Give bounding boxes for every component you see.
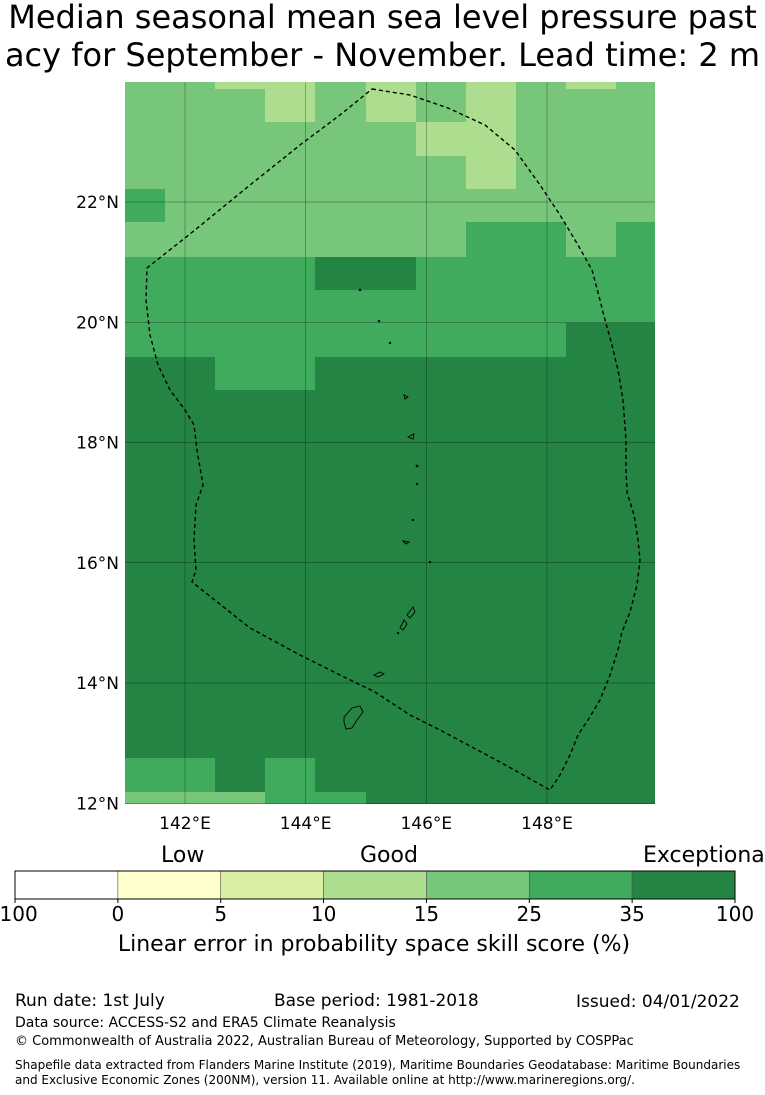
- skill-cell: [416, 257, 566, 290]
- island-tinian: [399, 619, 408, 631]
- islands: [343, 288, 432, 730]
- eez-boundary: [145, 88, 641, 791]
- lat-label: 20°N: [76, 313, 119, 333]
- skill-cell: [265, 82, 315, 122]
- island-small-6: [411, 518, 415, 522]
- island-small-4: [415, 464, 419, 468]
- colorbar-tick-label: 100: [716, 902, 754, 926]
- island-small-3: [388, 341, 392, 345]
- lat-label: 16°N: [76, 554, 119, 574]
- base-period: Base period: 1981-2018: [274, 991, 479, 1011]
- island-small-7: [428, 560, 432, 564]
- skill-cell: [566, 82, 616, 89]
- skill-cell: [616, 82, 655, 89]
- island-anatahan: [401, 540, 411, 545]
- shapefile-credit-line-1: Shapefile data extracted from Flanders M…: [15, 1058, 741, 1072]
- colorbar-tick-label: 35: [619, 902, 644, 926]
- skill-cell: [125, 257, 315, 357]
- colorbar-word-good: Good: [360, 843, 418, 868]
- lon-label: 148°E: [521, 814, 573, 834]
- colorbar-tick-label: 15: [414, 902, 439, 926]
- eez-boundary-line: [145, 88, 641, 791]
- run-date: Run date: 1st July: [15, 991, 165, 1011]
- title-line-2: acy for September - November. Lead time:…: [4, 36, 761, 74]
- skill-cell: [265, 758, 315, 804]
- lat-label: 18°N: [76, 434, 119, 454]
- issued-date: Issued: 04/01/2022: [576, 992, 740, 1012]
- colorbar-label: Linear error in probability space skill …: [117, 932, 631, 957]
- skill-cell: [366, 82, 416, 122]
- skill-grid: [125, 82, 655, 804]
- colorbar: -100 0 5 10 15 25 35 100: [0, 870, 754, 926]
- lat-label: 14°N: [76, 674, 119, 694]
- colorbar-swatch: [117, 870, 222, 900]
- lat-label: 12°N: [76, 794, 119, 814]
- skill-cell: [215, 82, 265, 89]
- skill-cell: [466, 222, 566, 257]
- skill-cell: [215, 357, 315, 390]
- lon-label: 142°E: [159, 814, 211, 834]
- skill-cell: [315, 792, 366, 804]
- copyright: © Commonwealth of Australia 2022, Austra…: [15, 1034, 634, 1049]
- colorbar-tick-label: 10: [311, 902, 336, 926]
- colorbar-word-exceptional: Exceptional: [643, 843, 765, 868]
- colorbar-frame: [14, 870, 736, 900]
- shapefile-credit-line-2: and Exclusive Economic Zones (200NM), ve…: [15, 1073, 635, 1087]
- skill-cell: [616, 222, 655, 257]
- axis-labels: 22°N 20°N 18°N 16°N 14°N 12°N 142°E 144°E 146°E 1…: [76, 193, 573, 834]
- colorbar-tick-label: -100: [0, 902, 38, 926]
- island-saipan: [406, 606, 416, 619]
- lon-label: 146°E: [400, 814, 452, 834]
- title-line-1: Median seasonal mean sea level pressure …: [8, 0, 757, 36]
- lon-label: 144°E: [280, 814, 332, 834]
- colorbar-swatch: [631, 870, 736, 900]
- colorbar-swatch: [323, 870, 427, 900]
- island-agrihan: [403, 394, 409, 400]
- colorbar-word-low: Low: [161, 843, 205, 868]
- lat-label: 22°N: [76, 193, 119, 213]
- skill-cell: [125, 189, 165, 222]
- skill-cell: [315, 290, 566, 357]
- island-small-5: [415, 482, 419, 486]
- colorbar-swatch: [426, 870, 530, 900]
- island-small-8: [396, 631, 400, 635]
- island-small-2: [377, 319, 381, 323]
- skill-cell: [466, 82, 516, 189]
- skill-cell: [566, 257, 655, 323]
- data-source: Data source: ACCESS-S2 and ERA5 Climate …: [15, 1015, 396, 1031]
- skill-cell: [125, 758, 215, 792]
- colorbar-swatch: [528, 870, 633, 900]
- skill-cell: [125, 792, 265, 804]
- map-gridlines: [125, 82, 655, 804]
- island-guam: [343, 705, 364, 730]
- colorbar-swatch: [14, 870, 119, 900]
- colorbar-tick-label: 5: [214, 902, 227, 926]
- skill-cell: [416, 122, 466, 156]
- island-pagan: [406, 433, 415, 440]
- island-small-1: [358, 288, 362, 292]
- colorbar-tick-label: 25: [517, 902, 542, 926]
- island-rota: [372, 671, 386, 678]
- colorbar-swatch: [220, 870, 324, 900]
- colorbar-tick-label: 0: [111, 902, 124, 926]
